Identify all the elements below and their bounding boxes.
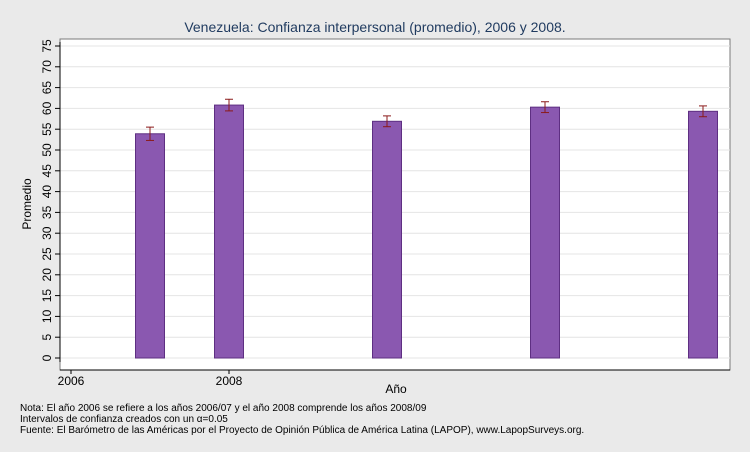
y-tick-label: 0: [40, 354, 54, 361]
y-tick-label: 55: [40, 122, 54, 136]
y-tick-label: 20: [40, 268, 54, 282]
y-tick-label: 15: [40, 289, 54, 303]
bar: [688, 110, 718, 359]
y-tick-label: 25: [40, 247, 54, 261]
y-tick-label: 35: [40, 205, 54, 219]
y-tick-label: 45: [40, 164, 54, 178]
y-tick-label: 40: [40, 185, 54, 199]
y-tick-label: 75: [40, 39, 54, 53]
bar: [214, 104, 244, 359]
y-tick-label: 50: [40, 143, 54, 157]
y-tick-label: 10: [40, 309, 54, 323]
y-tick-label: 5: [40, 334, 54, 341]
y-axis: 0 5 10 15 20 25 30 35 40 45 50 55 60 65 70 75: [40, 39, 61, 362]
bars: [135, 98, 718, 359]
chart-title: Venezuela: Confianza interpersonal (prom…: [184, 19, 565, 35]
note-line-1: Nota: El año 2006 se refiere a los años …: [20, 403, 427, 414]
x-tick-label: 2008: [216, 374, 243, 388]
x-axis: 2006 2008: [58, 369, 730, 388]
note-line-3: Fuente: El Barómetro de las Américas por…: [20, 425, 584, 436]
y-tick-label: 70: [40, 60, 54, 74]
y-tick-label: 65: [40, 81, 54, 95]
bar: [135, 133, 165, 359]
y-tick-label: 30: [40, 226, 54, 240]
note-line-2: Intervalos de confianza creados con un α…: [20, 414, 228, 425]
x-tick-label: 2006: [58, 374, 85, 388]
bar: [372, 120, 402, 359]
y-tick-label: 60: [40, 101, 54, 115]
x-axis-title: Año: [385, 382, 407, 396]
bar: [530, 106, 560, 359]
y-axis-title: Promedio: [20, 178, 34, 230]
